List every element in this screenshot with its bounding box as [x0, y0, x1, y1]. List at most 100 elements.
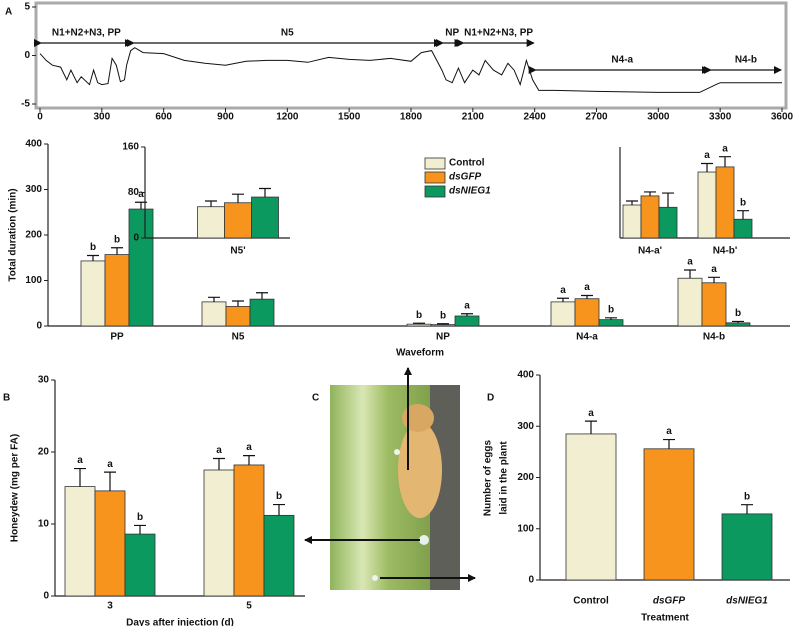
x-tick-label: N4-b': [713, 246, 738, 257]
error-bar: [87, 254, 99, 261]
bar: [251, 196, 279, 239]
y-tick-label: 200: [517, 472, 534, 483]
bar: [701, 282, 727, 327]
error-bar: [708, 276, 720, 283]
error-bar: [662, 192, 674, 208]
y-axis-title: laid in the plant: [499, 441, 510, 515]
significance-letter: b: [114, 234, 120, 245]
bar: [203, 469, 235, 597]
error-bar: [663, 438, 675, 449]
segment-label: N4-a: [611, 55, 633, 66]
bar: [715, 166, 735, 239]
x-tick-label: PP: [110, 332, 124, 343]
error-bar: [208, 296, 220, 302]
x-tick-label: dsNIEG1: [726, 596, 768, 607]
y-tick-label: 200: [25, 230, 42, 241]
y-tick-label: 100: [517, 523, 534, 534]
significance-letter: b: [744, 491, 750, 502]
error-bar: [581, 294, 593, 299]
y-tick-label: 20: [38, 447, 50, 458]
error-bar: [461, 313, 473, 316]
bar: [233, 464, 265, 597]
x-tick-label: N5': [230, 246, 245, 257]
legend-label: Control: [449, 158, 485, 169]
error-bar: [111, 247, 123, 255]
x-tick-label: dsGFP: [653, 596, 686, 607]
error-bar: [737, 210, 749, 220]
bar: [721, 513, 773, 581]
x-axis-title: Waveform: [396, 348, 444, 359]
error-bar: [437, 323, 449, 325]
y-tick-label: 160: [122, 142, 139, 153]
x-tick-label: 3000: [647, 112, 670, 123]
photo: [330, 385, 460, 590]
bar: [225, 306, 251, 327]
significance-letter: b: [90, 242, 96, 253]
x-tick-label: 1500: [338, 112, 361, 123]
error-bar: [585, 420, 597, 434]
y-tick-label: 400: [517, 370, 534, 381]
significance-letter: b: [276, 491, 282, 502]
x-tick-label: 3600: [771, 112, 793, 123]
x-tick-label: 2700: [585, 112, 608, 123]
bar: [80, 260, 106, 327]
significance-letter: a: [711, 264, 717, 275]
significance-letter: a: [560, 285, 566, 296]
bar: [224, 202, 252, 239]
significance-letter: a: [138, 189, 144, 200]
y-tick-label: 10: [38, 519, 50, 530]
error-bar: [719, 156, 731, 167]
x-tick-label: N4-a': [638, 246, 662, 257]
bar: [598, 319, 624, 327]
segment-label: N1+N2+N3, PP: [464, 28, 533, 39]
significance-letter: b: [137, 512, 143, 523]
y-tick-label: 80: [128, 187, 140, 198]
significance-letter: a: [666, 426, 672, 437]
significance-letter: b: [416, 310, 422, 321]
bar: [725, 322, 751, 327]
y-tick-label: 0: [36, 321, 42, 332]
bar: [94, 490, 126, 597]
trace: [39, 47, 782, 93]
legend-swatch: [424, 171, 446, 184]
x-tick-label: 5: [246, 601, 252, 612]
y-tick-label: 100: [25, 275, 42, 286]
bar: [550, 301, 576, 327]
legend-label: dsNIEG1: [449, 186, 491, 197]
significance-letter: a: [107, 459, 113, 470]
bar: [249, 298, 275, 327]
error-bar: [605, 317, 617, 320]
error-bar: [701, 162, 713, 173]
x-tick-label: 2100: [462, 112, 485, 123]
bar: [430, 324, 456, 327]
x-tick-label: N5: [232, 332, 245, 343]
y-tick-label: 300: [25, 184, 42, 195]
error-bar: [232, 300, 244, 307]
arrows: [304, 367, 476, 582]
x-tick-label: 0: [37, 112, 43, 123]
legend-swatch: [424, 157, 446, 170]
bar: [64, 486, 96, 597]
y-tick-label: 5: [24, 2, 30, 13]
segment-label: NP: [445, 28, 459, 39]
bar: [128, 208, 154, 327]
error-bar: [134, 524, 146, 535]
x-tick-label: 900: [217, 112, 234, 123]
error-bar: [413, 322, 425, 325]
segment-label: N4-b: [735, 55, 757, 66]
bar: [733, 218, 753, 239]
bar: [124, 533, 156, 597]
x-tick-label: 300: [93, 112, 110, 123]
legend-swatch: [424, 185, 446, 198]
y-tick-label: 300: [517, 421, 534, 432]
bar: [677, 277, 703, 327]
error-bar: [684, 269, 696, 279]
significance-letter: a: [77, 455, 83, 466]
significance-letter: a: [464, 300, 470, 311]
error-bar: [732, 320, 744, 323]
error-bar: [557, 297, 569, 302]
bar: [263, 514, 295, 597]
bar: [201, 301, 227, 327]
